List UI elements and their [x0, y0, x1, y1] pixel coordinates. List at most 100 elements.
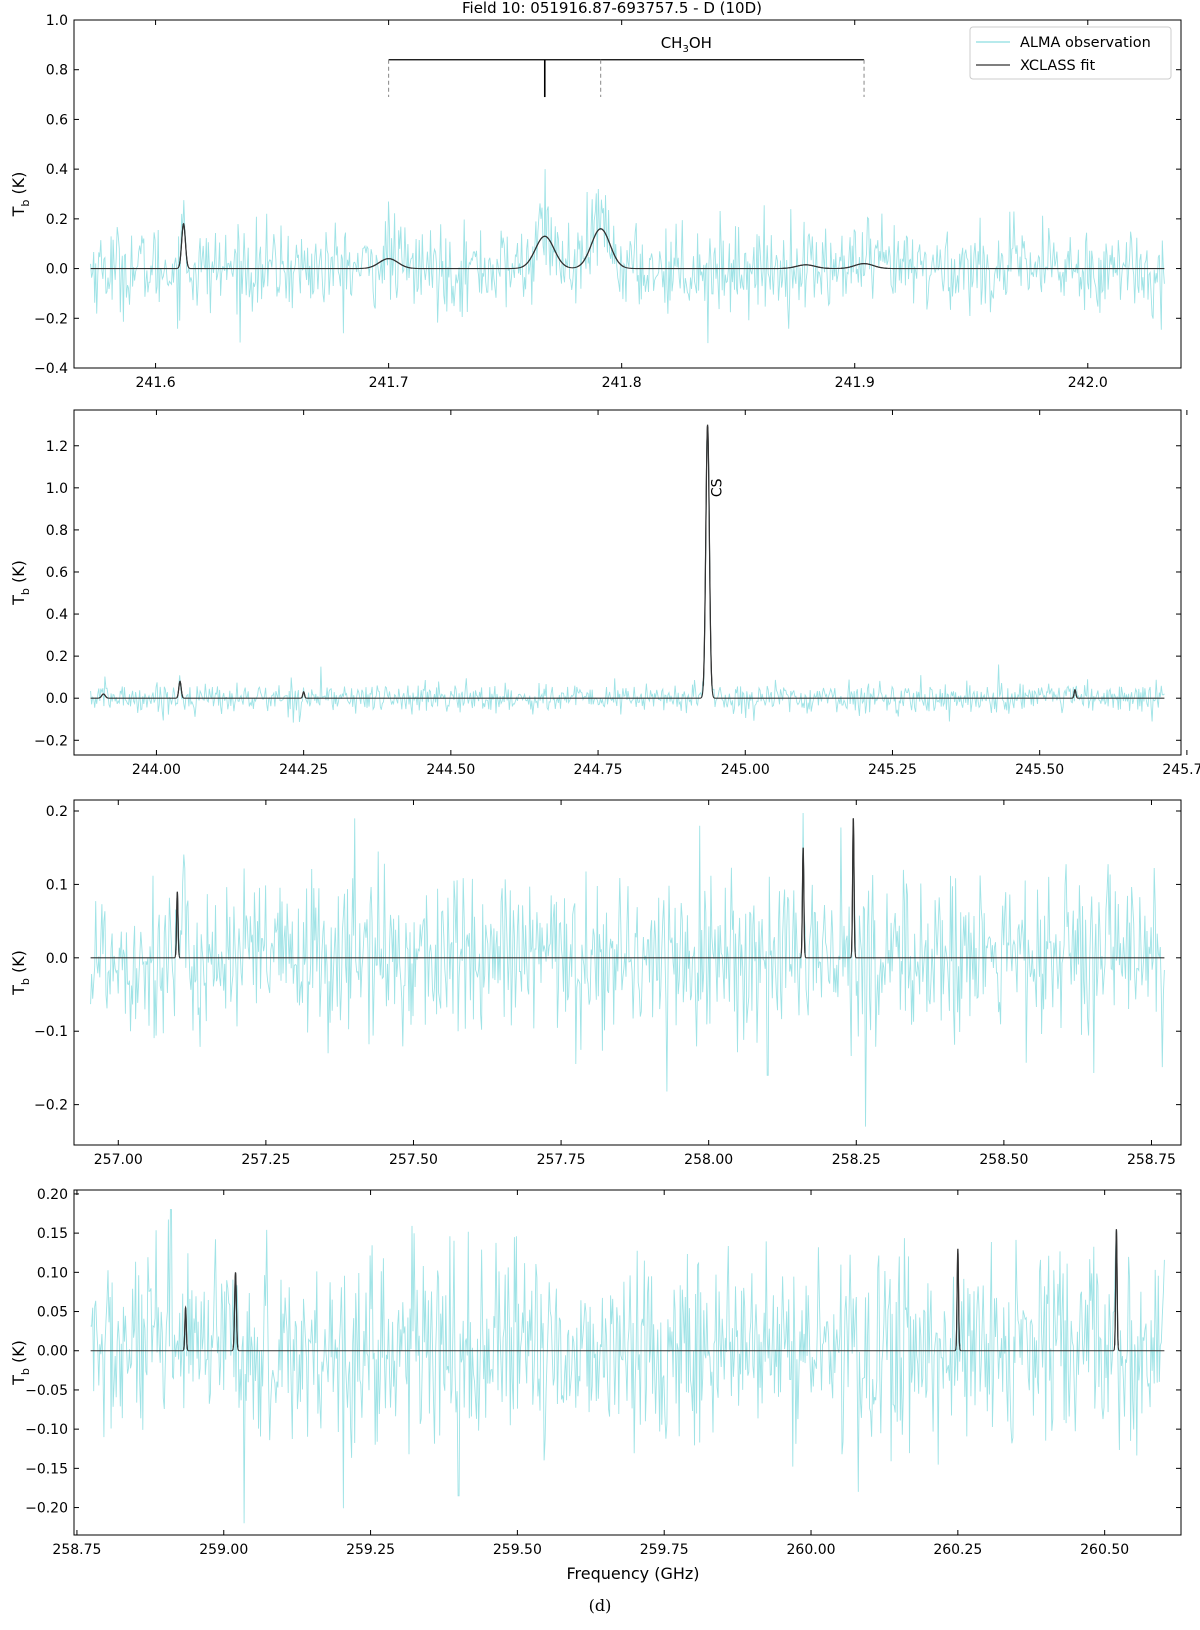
- x-tick-label: 259.00: [199, 1542, 248, 1558]
- legend-box: [969, 26, 1172, 80]
- fit-peak-5: [782, 264, 830, 270]
- spectrum-panel-4: 258.75 259.00 259.25 259.50 259.75 260.00 260.…: [9, 1187, 1182, 1558]
- x-tick-label: 244.25: [279, 762, 328, 778]
- plot-frame: [73, 799, 1182, 1146]
- y-tick-label: 0.0: [46, 951, 68, 967]
- x-tick-label: 260.50: [1080, 1542, 1129, 1558]
- y-tick-label: 0.2: [46, 649, 68, 665]
- x-tick-label: 241.8: [602, 375, 642, 391]
- x-tick-label: 242.0: [1068, 375, 1108, 391]
- x-tick-label: 245.25: [868, 762, 917, 778]
- fit-peak-4: [1114, 1229, 1119, 1346]
- xclass-fit-line: [90, 1230, 1165, 1352]
- x-tick-label: 258.00: [684, 1152, 733, 1168]
- xclass-fit-line: [90, 426, 1165, 699]
- fit-peak-1: [178, 222, 189, 267]
- y-axis-label: Tb (K): [9, 950, 32, 996]
- x-axis-label: Frequency (GHz): [566, 1564, 699, 1583]
- fit-peak-2: [176, 680, 184, 698]
- x-tick-label: 258.50: [979, 1152, 1028, 1168]
- y-tick-label: −0.2: [34, 733, 68, 749]
- y-tick-label: −0.2: [34, 1098, 68, 1114]
- fit-peak-1: [183, 1305, 188, 1349]
- y-tick-label: 0.6: [46, 112, 68, 128]
- x-tick-label: 258.75: [52, 1542, 101, 1558]
- y-tick-label: 0.05: [37, 1305, 68, 1321]
- x-tick-label: 245.50: [1015, 762, 1064, 778]
- x-tick-label: 245.75: [1162, 762, 1200, 778]
- fit-peak-6: [840, 262, 888, 269]
- x-tick-label: 257.25: [241, 1152, 290, 1168]
- xclass-fit-line: [90, 223, 1165, 270]
- spectrum-panel-1: 241.6 241.7 241.8 241.9 242.0 −0.4 −0.2 0.0 0.2 0…: [9, 13, 1182, 391]
- y-tick-label: −0.10: [25, 1422, 68, 1438]
- x-tick-label: 241.9: [835, 375, 875, 391]
- y-tick-label: −0.05: [25, 1383, 68, 1399]
- plot-frame: [73, 19, 1182, 369]
- y-tick-label: 0.0: [46, 262, 68, 278]
- x-tick-label: 259.50: [493, 1542, 542, 1558]
- y-tick-label: 0.10: [37, 1265, 68, 1281]
- x-tick-label: 241.7: [369, 375, 409, 391]
- x-tick-label: 259.25: [346, 1542, 395, 1558]
- y-tick-label: −0.4: [34, 361, 68, 377]
- x-tick-label: 259.75: [640, 1542, 689, 1558]
- fit-peak-3: [850, 818, 856, 952]
- y-axis-label: Tb (K): [9, 172, 32, 218]
- y-tick-label: 0.15: [37, 1226, 68, 1242]
- x-tick-label: 245.00: [721, 762, 770, 778]
- fit-peak-4: [702, 424, 713, 687]
- fit-peak-3: [955, 1248, 961, 1347]
- fit-peak-2: [800, 847, 806, 954]
- y-tick-label: −0.2: [34, 311, 68, 327]
- alma-observation-line: [90, 1209, 1165, 1524]
- alma-observation-line: [90, 169, 1165, 344]
- y-tick-label: 0.2: [46, 212, 68, 228]
- x-tick-label: 244.50: [426, 762, 475, 778]
- x-tick-label: 257.50: [389, 1152, 438, 1168]
- fit-peak-4: [577, 228, 625, 268]
- x-tick-label: 241.6: [136, 375, 176, 391]
- spectrum-panel-3: 257.00 257.25 257.50 257.75 258.00 258.25 258.…: [9, 799, 1182, 1168]
- y-tick-label: 0.0: [46, 691, 68, 707]
- x-tick-label: 257.75: [537, 1152, 586, 1168]
- fit-peak-5: [1072, 689, 1078, 699]
- fit-peak-1: [98, 693, 109, 699]
- alma-observation-line: [90, 812, 1165, 1127]
- plot-frame: [73, 1189, 1182, 1536]
- legend: ALMA observation XCLASS fit: [969, 26, 1172, 80]
- y-axis-label: Tb (K): [9, 560, 32, 606]
- y-tick-label: −0.1: [34, 1024, 68, 1040]
- y-tick-label: 0.4: [46, 607, 68, 623]
- y-tick-label: 1.0: [46, 481, 68, 497]
- y-tick-label: 0.8: [46, 63, 68, 79]
- y-tick-label: 0.4: [46, 162, 68, 178]
- y-axis-label: Tb (K): [9, 1340, 32, 1386]
- legend-label: ALMA observation: [1020, 35, 1151, 51]
- y-tick-label: −0.20: [25, 1501, 68, 1517]
- y-tick-label: 1.0: [46, 13, 68, 29]
- fit-peak-3: [521, 235, 569, 268]
- y-tick-label: 0.00: [37, 1344, 68, 1360]
- fit-peak-2: [365, 258, 413, 269]
- y-tick-label: 0.20: [37, 1187, 68, 1203]
- x-tick-label: 260.00: [787, 1542, 836, 1558]
- line-label-cs: CS: [710, 478, 726, 497]
- legend-label: XCLASS fit: [1020, 58, 1095, 74]
- species-marker-ch3oh: CH3OH: [388, 34, 865, 98]
- y-tick-label: −0.15: [25, 1461, 68, 1477]
- x-tick-label: 244.00: [132, 762, 181, 778]
- y-tick-label: 0.8: [46, 523, 68, 539]
- plot-frame: [73, 409, 1182, 756]
- xclass-fit-line: [90, 818, 1165, 959]
- spectrum-panel-2: 244.00 244.25 244.50 244.75 245.00 245.25 245.…: [9, 409, 1200, 778]
- fit-peak-1: [174, 891, 180, 955]
- figure-caption: (d): [588, 1596, 612, 1615]
- x-tick-label: 244.75: [574, 762, 623, 778]
- x-tick-label: 260.25: [933, 1542, 982, 1558]
- figure-title: Field 10: 051916.87-693757.5 - D (10D): [462, 0, 762, 17]
- y-tick-label: 0.2: [46, 804, 68, 820]
- y-tick-label: 1.2: [46, 439, 68, 455]
- x-tick-label: 258.75: [1127, 1152, 1176, 1168]
- alma-observation-line: [90, 430, 1165, 723]
